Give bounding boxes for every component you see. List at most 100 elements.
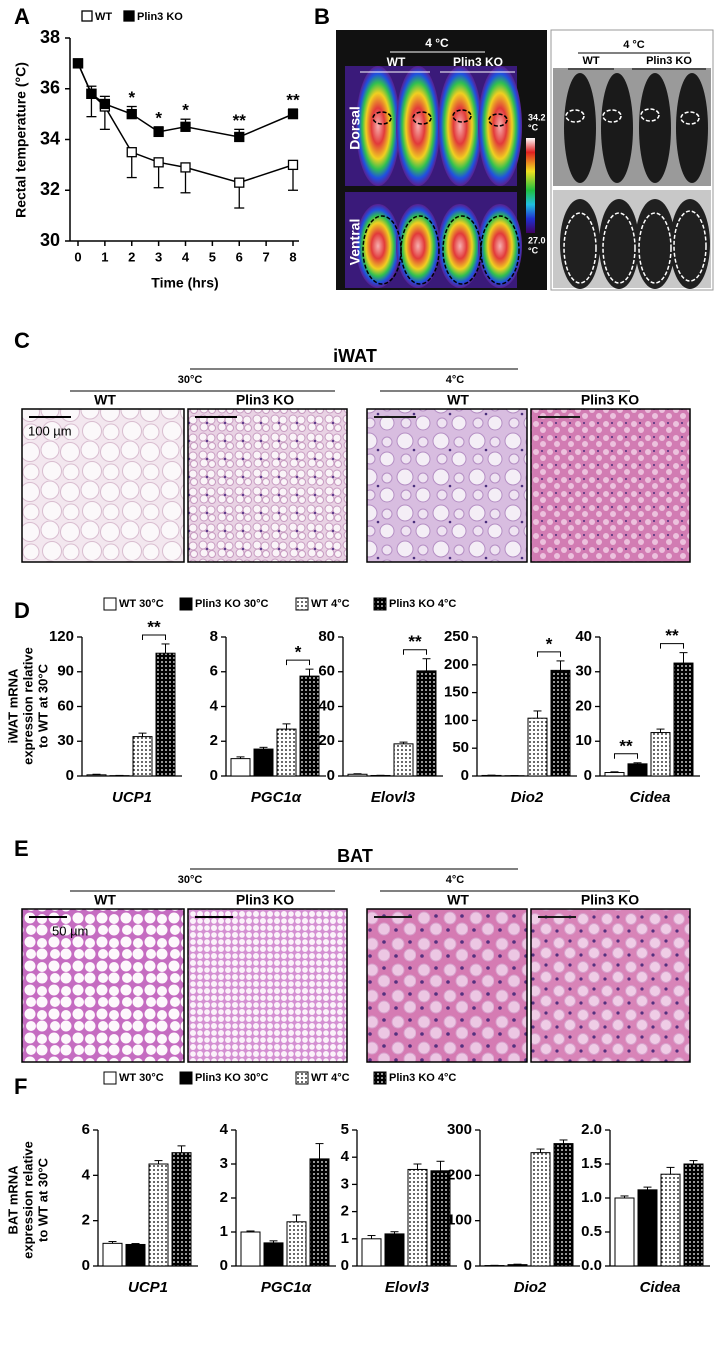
bar <box>416 670 437 777</box>
bar <box>155 652 176 777</box>
y-tick-label: 40 <box>575 628 592 645</box>
marker <box>153 157 164 168</box>
error-bar <box>269 1240 278 1243</box>
significance: ** <box>233 111 247 130</box>
y-tick-label: 4 <box>220 1121 229 1138</box>
bar <box>553 1143 574 1267</box>
y-tick-label: 0 <box>66 767 74 784</box>
photo-group: Plin3 KO <box>646 55 692 67</box>
x-axis-label: Cidea <box>630 789 671 806</box>
scale-bar-label: 100 µm <box>28 423 72 438</box>
thermal-image <box>336 30 547 290</box>
error-bar <box>282 723 291 730</box>
error-bar <box>315 1143 324 1159</box>
group-label: WT <box>94 892 116 908</box>
significance-bracket <box>660 643 684 649</box>
y-tick-label: 2.0 <box>581 1121 602 1138</box>
bar <box>527 717 548 777</box>
photo-temperature: 4 °C <box>623 39 645 51</box>
bar <box>604 772 625 777</box>
y-tick-label: 3 <box>341 1175 349 1192</box>
thermal-group: WT <box>387 55 406 69</box>
group-label: WT <box>447 392 469 408</box>
y-tick-label: 0 <box>464 1257 472 1274</box>
y-axis-label: BAT mRNA <box>5 1165 20 1235</box>
error-bar <box>610 771 619 773</box>
bar <box>240 1231 261 1267</box>
y-tick-label: 200 <box>444 656 469 673</box>
histology-image <box>187 408 348 563</box>
bar <box>361 1238 382 1267</box>
error-bar <box>620 1195 629 1198</box>
y-axis-label: to WT at 30°C <box>35 1157 50 1242</box>
significance: ** <box>665 626 679 645</box>
error-bar <box>353 773 362 775</box>
legend-label: Plin3 KO 4°C <box>389 598 456 610</box>
thermal-view: Ventral <box>347 219 363 266</box>
thermal-view: Dorsal <box>347 106 363 150</box>
y-tick-label: 2 <box>341 1203 349 1220</box>
error-bar <box>292 1214 301 1222</box>
marker <box>234 131 245 143</box>
bar <box>148 1163 169 1267</box>
y-axis-label: to WT at 30°C <box>35 663 50 748</box>
significance: * <box>182 101 189 120</box>
temperature-label: 4°C <box>446 374 465 386</box>
error-bar <box>689 1160 698 1164</box>
error-bar <box>399 741 408 744</box>
y-tick-label: 0 <box>82 1257 90 1274</box>
error-bar <box>436 1160 445 1171</box>
x-axis-label: PGC1α <box>251 789 302 806</box>
y-tick-label: 34 <box>40 128 60 148</box>
photo-group: WT <box>582 55 599 67</box>
marker <box>99 98 111 110</box>
y-tick-label: 40 <box>318 697 335 714</box>
histology-image <box>530 408 691 563</box>
y-tick-label: 0 <box>220 1257 228 1274</box>
error-bar <box>390 1231 399 1234</box>
x-axis-label: Cidea <box>640 1279 681 1296</box>
y-tick-label: 1.5 <box>581 1155 602 1172</box>
y-tick-label: 1 <box>341 1230 349 1247</box>
x-tick-label: 1 <box>101 249 108 264</box>
y-axis-label: Rectal temperature (°C) <box>13 62 29 218</box>
y-tick-label: 300 <box>447 1121 472 1138</box>
marker <box>180 162 191 173</box>
error-bar <box>305 668 314 677</box>
legend-swatch <box>179 597 193 611</box>
bar <box>507 1264 528 1267</box>
x-tick-label: 3 <box>155 249 162 264</box>
temperature-label: 30°C <box>178 374 203 386</box>
significance-bracket <box>286 659 310 666</box>
marker <box>72 58 84 69</box>
bar <box>407 1168 428 1267</box>
x-axis-label: Dio2 <box>511 789 544 806</box>
significance-bracket <box>403 649 427 655</box>
y-tick-label: 10 <box>575 732 592 749</box>
x-tick-label: 4 <box>182 249 190 264</box>
x-axis-label: Elovl3 <box>371 789 416 806</box>
x-tick-label: 2 <box>128 249 135 264</box>
scale-label: 34.2 <box>528 112 546 122</box>
bar <box>263 1242 284 1267</box>
x-axis-label: PGC1α <box>261 1279 312 1296</box>
legend-swatch <box>373 597 387 611</box>
y-tick-label: 250 <box>444 628 469 645</box>
x-tick-label: 6 <box>236 249 243 264</box>
y-tick-label: 30 <box>40 230 60 250</box>
error-bar <box>556 660 565 671</box>
scale-label: °C <box>528 122 539 132</box>
y-tick-label: 38 <box>40 27 60 47</box>
scale-bar-label: 50 µm <box>52 923 88 938</box>
bar <box>683 1163 704 1267</box>
y-tick-label: 60 <box>57 697 74 714</box>
significance-bracket <box>142 634 166 640</box>
x-axis-label: Time (hrs) <box>151 275 218 291</box>
error-bar <box>536 1148 545 1153</box>
y-tick-label: 32 <box>40 179 60 199</box>
bar <box>276 728 297 777</box>
error-bar <box>666 1166 675 1175</box>
bar <box>309 1158 330 1267</box>
bar <box>102 1242 123 1267</box>
